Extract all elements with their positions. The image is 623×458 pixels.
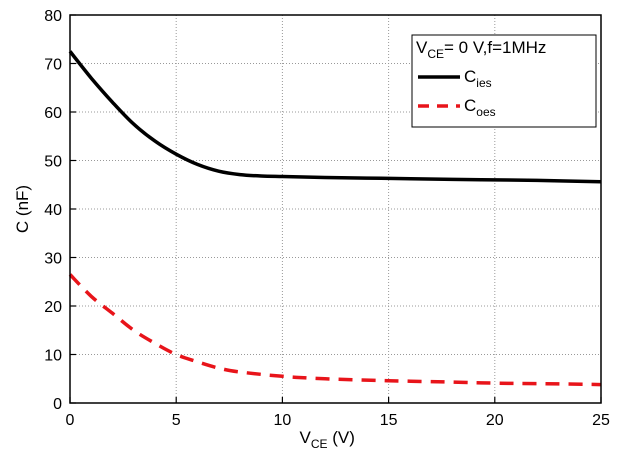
legend-box xyxy=(411,34,597,128)
y-tick-label-5: 50 xyxy=(44,154,62,171)
y-tick-label-3: 30 xyxy=(44,251,62,268)
y-tick-label-1: 10 xyxy=(44,348,62,365)
legend-entry-coes: Coes xyxy=(464,96,496,119)
x-axis-label-main: V xyxy=(300,428,312,447)
y-tick-label-2: 20 xyxy=(44,299,62,316)
series-group xyxy=(68,50,602,387)
x-tick-label-1: 5 xyxy=(172,412,181,429)
legend: VCE= 0 V,f=1MHz Cies Coes xyxy=(411,34,597,128)
y-tick-label-0: 0 xyxy=(53,396,62,413)
y-tick-label-7: 70 xyxy=(44,57,62,74)
x-axis-label: VCE (V) xyxy=(300,428,355,451)
x-tick-label-4: 20 xyxy=(486,412,504,429)
x-axis-label-unit: (V) xyxy=(328,428,355,447)
series-line-cies xyxy=(68,50,602,184)
legend-entry-coes-sub: oes xyxy=(476,105,495,119)
legend-title: VCE= 0 V,f=1MHz xyxy=(416,38,546,61)
x-tick-label-5: 25 xyxy=(592,412,610,429)
x-tick-label-3: 15 xyxy=(380,412,398,429)
y-axis-label: C (nF) xyxy=(13,185,32,233)
legend-title-rest: = 0 V,f=1MHz xyxy=(444,38,546,57)
x-tick-label-2: 10 xyxy=(274,412,292,429)
legend-entry-cies-main: C xyxy=(464,67,476,86)
legend-entry-coes-main: C xyxy=(464,96,476,115)
legend-entry-cies-sub: ies xyxy=(476,76,491,90)
series-line-coes xyxy=(68,273,602,387)
y-tick-label-8: 80 xyxy=(44,8,62,25)
x-tick-label-0: 0 xyxy=(66,412,75,429)
legend-entry-cies: Cies xyxy=(464,67,492,90)
axis-ticks: 0 5 10 15 20 25 0 10 20 30 40 50 60 70 80 xyxy=(44,8,610,429)
legend-title-sub: CE xyxy=(427,47,444,61)
x-axis-label-sub: CE xyxy=(311,437,328,451)
y-tick-label-6: 60 xyxy=(44,105,62,122)
y-tick-label-4: 40 xyxy=(44,202,62,219)
legend-title-main: V xyxy=(416,38,428,57)
